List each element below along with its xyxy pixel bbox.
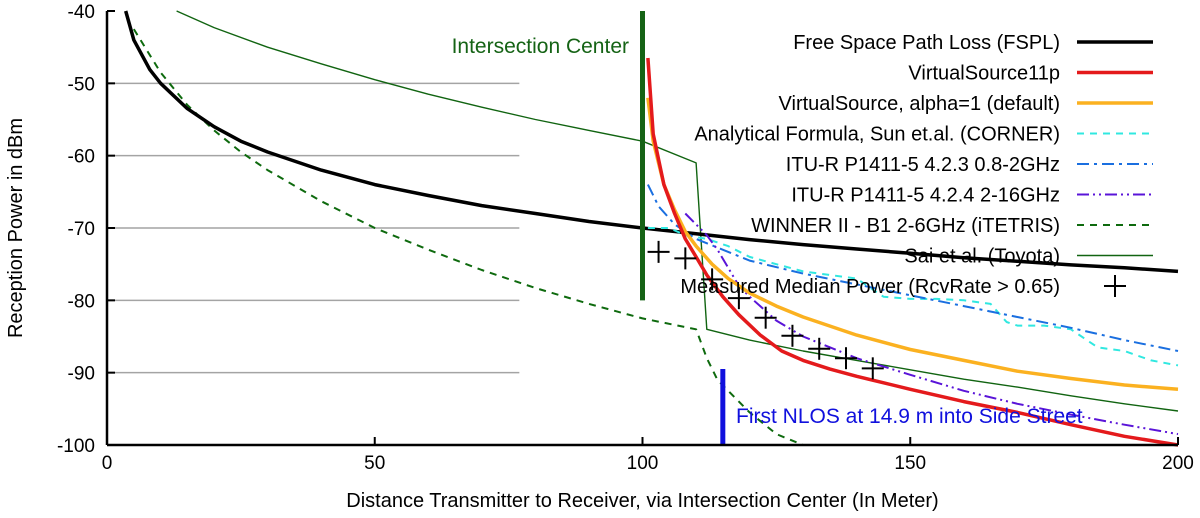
- legend-entry: VirtualSource, alpha=1 (default): [779, 93, 1153, 115]
- legend-marker: [1104, 275, 1126, 297]
- series-line-1: [124, 10, 1179, 274]
- legend-entry: Measured Median Power (RcvRate > 0.65): [680, 275, 1126, 298]
- intersection-center-label: Intersection Center: [452, 35, 629, 58]
- data-point-measured: [727, 287, 750, 310]
- legend-label: ITU-R P1411-5 4.2.4 2-16GHz: [791, 185, 1060, 207]
- legend-label: WINNER II - B1 2-6GHz (iTETRIS): [751, 215, 1060, 237]
- y-tick-label: -100: [57, 436, 95, 457]
- legend-label: Free Space Path Loss (FSPL): [793, 32, 1060, 54]
- first-nlos-label: First NLOS at 14.9 m into Side Street: [736, 405, 1083, 428]
- series-line-8: [176, 10, 1179, 412]
- series-line-2: [646, 57, 1179, 447]
- legend-label: VirtualSource11p: [908, 63, 1060, 85]
- series-line-4: [647, 227, 1179, 367]
- x-tick-label: 100: [627, 453, 659, 474]
- y-tick-label: -50: [68, 74, 95, 95]
- y-tick-label: -90: [68, 364, 95, 385]
- data-point-measured: [834, 347, 857, 370]
- data-point-measured: [781, 324, 804, 347]
- y-axis-label: Reception Power in dBm: [5, 118, 27, 338]
- legend-entry: Sai et al. (Toyota): [904, 246, 1153, 268]
- legend-entry: ITU-R P1411-5 4.2.3 0.8-2GHz: [786, 154, 1153, 176]
- legend-entry: ITU-R P1411-5 4.2.4 2-16GHz: [791, 185, 1153, 207]
- y-tick-label: -70: [68, 219, 95, 240]
- data-point-measured: [861, 357, 884, 380]
- legend-entry: Analytical Formula, Sun et.al. (CORNER): [694, 124, 1153, 146]
- annotation-lines: [640, 11, 726, 445]
- legend-label: ITU-R P1411-5 4.2.3 0.8-2GHz: [786, 154, 1060, 176]
- data-point-measured: [701, 268, 724, 291]
- x-tick-label: 50: [364, 453, 385, 474]
- legend-label: Measured Median Power (RcvRate > 0.65): [680, 276, 1060, 298]
- legend-label: Sai et al. (Toyota): [904, 246, 1060, 268]
- x-tick-label: 150: [894, 453, 926, 474]
- y-tick-label: -60: [68, 147, 95, 168]
- legend: Free Space Path Loss (FSPL) VirtualSource…: [680, 32, 1153, 298]
- grid-lines: [107, 82, 520, 374]
- x-tick-label: 0: [102, 453, 113, 474]
- tick-labels: 0 50 100 150 200 -100 -90 -80 -70 -60 -50 -40: [57, 2, 1194, 474]
- data-point-measured: [647, 240, 670, 263]
- plot-series: [124, 10, 1179, 447]
- annotations: Intersection Center First NLOS at 14.9 m …: [452, 35, 1083, 428]
- legend-entry: VirtualSource11p: [908, 63, 1153, 85]
- legend-label: VirtualSource, alpha=1 (default): [779, 93, 1060, 115]
- data-point-measured: [808, 337, 831, 360]
- series-line-6: [684, 212, 1179, 436]
- y-tick-label: -40: [68, 2, 95, 23]
- legend-label: Analytical Formula, Sun et.al. (CORNER): [694, 124, 1060, 146]
- data-point-measured: [674, 247, 697, 270]
- data-point-measured: [754, 306, 777, 329]
- series-line-7: [132, 28, 804, 446]
- x-axis-label: Distance Transmitter to Receiver, via In…: [346, 490, 938, 512]
- legend-entry: Free Space Path Loss (FSPL): [793, 32, 1153, 54]
- series-line-5: [647, 184, 1179, 352]
- y-tick-label: -80: [68, 291, 95, 312]
- x-tick-label: 200: [1162, 453, 1194, 474]
- legend-entry: WINNER II - B1 2-6GHz (iTETRIS): [751, 215, 1153, 237]
